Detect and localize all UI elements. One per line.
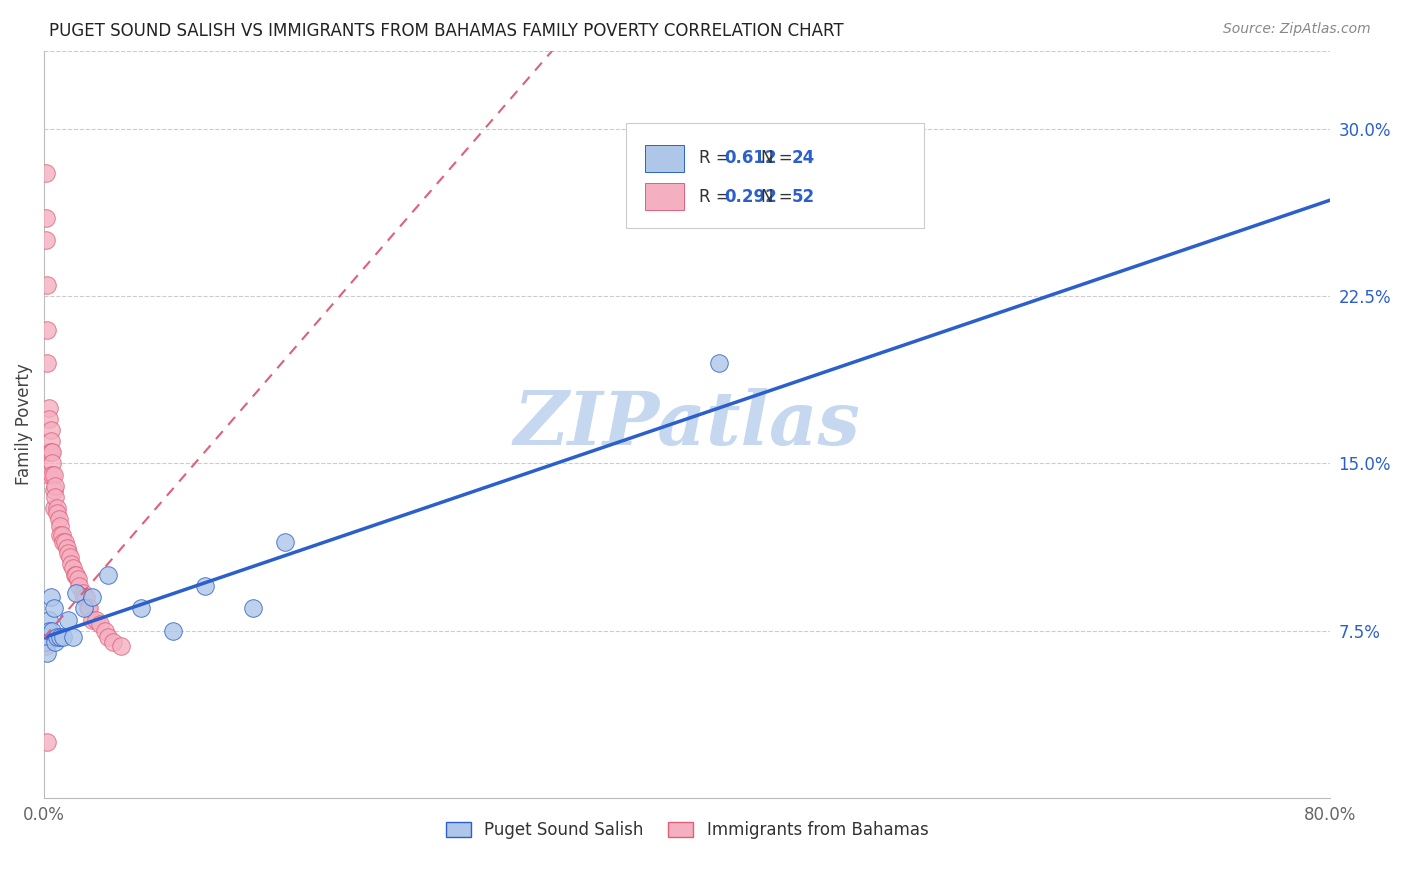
Point	[59, 550, 82, 565]
Point	[37, 646, 59, 660]
Point	[58, 546, 80, 560]
Point	[35, 211, 58, 225]
Point	[89, 617, 111, 632]
Text: 0.292: 0.292	[724, 188, 776, 206]
Point	[76, 601, 98, 615]
Point	[46, 501, 69, 516]
Point	[41, 457, 63, 471]
Point	[41, 445, 63, 459]
Point	[42, 501, 65, 516]
Text: PUGET SOUND SALISH VS IMMIGRANTS FROM BAHAMAS FAMILY POVERTY CORRELATION CHART: PUGET SOUND SALISH VS IMMIGRANTS FROM BA…	[49, 22, 844, 40]
Point	[75, 591, 97, 605]
Point	[38, 613, 60, 627]
Point	[65, 586, 87, 600]
Point	[39, 445, 62, 459]
Point	[42, 467, 65, 482]
Point	[35, 635, 58, 649]
Point	[44, 635, 66, 649]
Point	[69, 579, 91, 593]
Text: R =: R =	[699, 188, 734, 206]
Point	[162, 624, 184, 638]
Point	[35, 233, 58, 247]
Text: N =: N =	[761, 150, 797, 168]
Point	[73, 591, 96, 605]
Point	[110, 640, 132, 654]
Point	[37, 356, 59, 370]
Text: 0.612: 0.612	[724, 150, 776, 168]
Text: N =: N =	[761, 188, 797, 206]
Point	[48, 512, 70, 526]
Point	[94, 624, 117, 638]
Point	[41, 624, 63, 638]
Point	[44, 490, 66, 504]
Point	[41, 467, 63, 482]
Point	[42, 601, 65, 615]
Legend: Puget Sound Salish, Immigrants from Bahamas: Puget Sound Salish, Immigrants from Baha…	[439, 814, 935, 846]
Point	[46, 506, 69, 520]
Point	[55, 541, 77, 556]
Text: Source: ZipAtlas.com: Source: ZipAtlas.com	[1223, 22, 1371, 37]
Point	[66, 573, 89, 587]
Point	[52, 631, 75, 645]
Y-axis label: Family Poverty: Family Poverty	[15, 364, 32, 485]
Point	[37, 735, 59, 749]
Point	[38, 624, 60, 638]
Point	[37, 277, 59, 292]
Point	[84, 613, 107, 627]
Point	[837, 200, 859, 214]
Point	[82, 591, 104, 605]
Point	[60, 557, 83, 571]
Text: 52: 52	[792, 188, 815, 206]
Point	[58, 613, 80, 627]
Point	[129, 601, 152, 615]
Point	[35, 166, 58, 180]
Point	[49, 631, 72, 645]
Point	[35, 640, 58, 654]
Point	[38, 401, 60, 415]
Point	[49, 519, 72, 533]
Point	[42, 483, 65, 498]
Point	[44, 479, 66, 493]
Point	[53, 534, 76, 549]
Point	[62, 561, 84, 575]
Text: ZIPatlas: ZIPatlas	[513, 388, 860, 460]
Point	[49, 528, 72, 542]
Point	[82, 613, 104, 627]
Point	[51, 528, 73, 542]
Point	[97, 568, 120, 582]
Point	[73, 601, 96, 615]
Point	[709, 356, 731, 370]
Text: R =: R =	[699, 150, 734, 168]
Point	[194, 579, 217, 593]
Point	[46, 631, 69, 645]
Point	[38, 412, 60, 426]
Point	[242, 601, 264, 615]
Point	[38, 467, 60, 482]
Point	[39, 591, 62, 605]
Point	[52, 534, 75, 549]
Point	[274, 534, 297, 549]
Point	[62, 631, 84, 645]
Point	[39, 423, 62, 437]
Point	[65, 568, 87, 582]
Point	[72, 586, 94, 600]
Point	[63, 568, 86, 582]
Point	[39, 434, 62, 449]
Point	[38, 445, 60, 459]
Point	[37, 322, 59, 336]
Point	[97, 631, 120, 645]
Text: 24: 24	[792, 150, 815, 168]
Point	[77, 601, 100, 615]
Point	[103, 635, 125, 649]
